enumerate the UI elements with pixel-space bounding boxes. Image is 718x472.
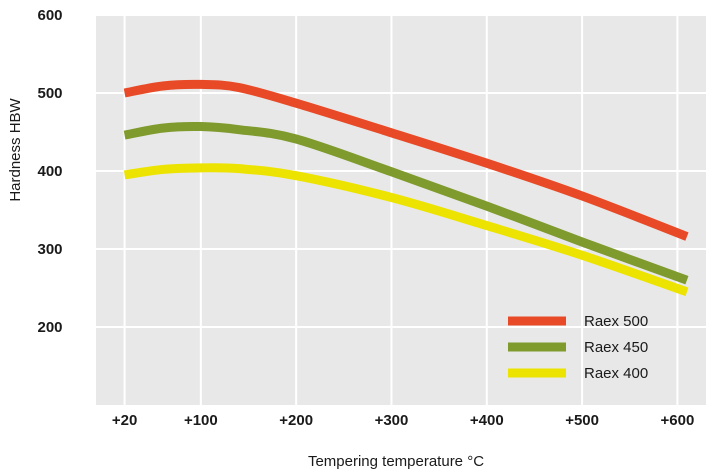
y-axis-label: Hardness HBW [7,97,24,201]
x-tick-label: +200 [279,412,313,429]
y-tick-label: 500 [37,85,62,102]
series-line-raex-500 [123,79,689,241]
x-axis-label: Tempering temperature °C [308,453,484,470]
x-tick-label: +600 [661,412,695,429]
x-tick-label: +500 [565,412,599,429]
x-tick-label: +20 [112,412,137,429]
series-lines [123,79,689,297]
legend-label-raex-500: Raex 500 [584,313,648,330]
y-tick-label: 300 [37,241,62,258]
x-tick-label: +100 [184,412,218,429]
legend-label-raex-400: Raex 400 [584,365,648,382]
x-tick-label: +300 [375,412,409,429]
y-tick-label: 400 [37,163,62,180]
series-line-raex-450 [123,121,689,285]
x-tick-label: +400 [470,412,504,429]
x-axis-ticks: +20 +100 +200 +300 +400 +500 +600 [112,412,694,429]
y-tick-label: 200 [37,319,62,336]
series-line-raex-400 [123,163,689,297]
y-axis-ticks: 200 300 400 500 600 [37,7,62,336]
y-tick-label: 600 [37,7,62,24]
legend: Raex 500 Raex 450 Raex 400 [508,313,648,382]
legend-label-raex-450: Raex 450 [584,339,648,356]
